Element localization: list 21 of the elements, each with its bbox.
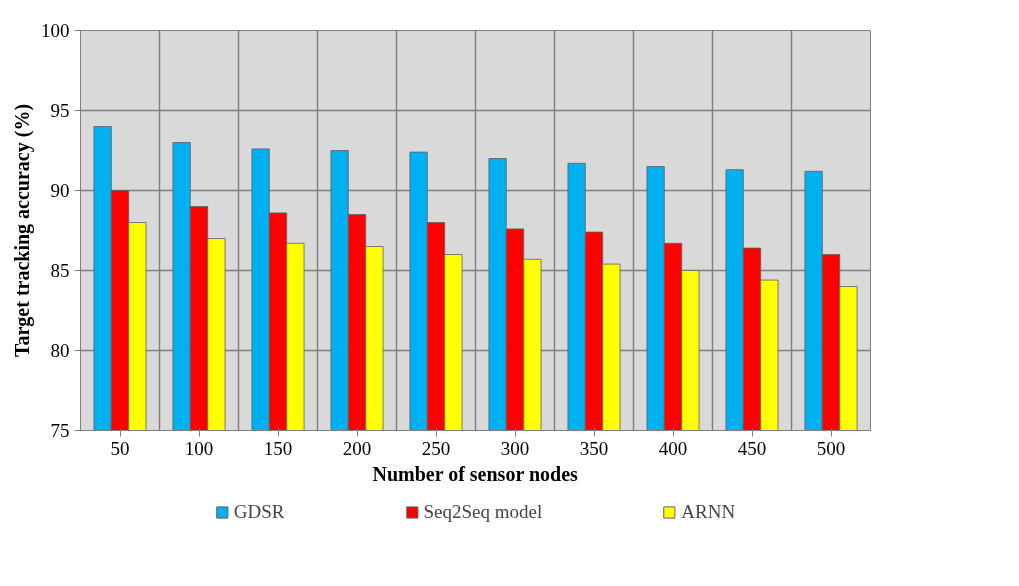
x-tick-label: 100 (184, 437, 214, 459)
x-tick-label: 450 (737, 437, 767, 459)
legend-label: ARNN (681, 501, 736, 523)
y-tick-label: 95 (50, 100, 70, 121)
x-tick-label: 200 (342, 437, 372, 459)
legend-label: GDSR (233, 501, 285, 523)
legend-label: Seq2Seq model (423, 501, 543, 523)
x-tick-label: 150 (263, 437, 293, 459)
x-tick-label: 300 (500, 437, 530, 459)
x-tick-label: 50 (110, 437, 130, 459)
x-tick-label: 250 (421, 437, 451, 459)
x-tick-label: 350 (579, 437, 609, 459)
y-tick-label: 100 (41, 20, 70, 41)
y-tick-label: 90 (50, 180, 70, 201)
y-tick-label: 85 (50, 260, 70, 281)
x-tick-label: 500 (816, 437, 846, 459)
y-tick-label: 80 (50, 340, 70, 361)
y-tick-label: 75 (50, 420, 70, 441)
y-axis-title: Target tracking accuracy (%) (11, 103, 34, 358)
x-axis-title: Number of sensor nodes (372, 462, 579, 485)
x-tick-label: 400 (658, 437, 688, 459)
